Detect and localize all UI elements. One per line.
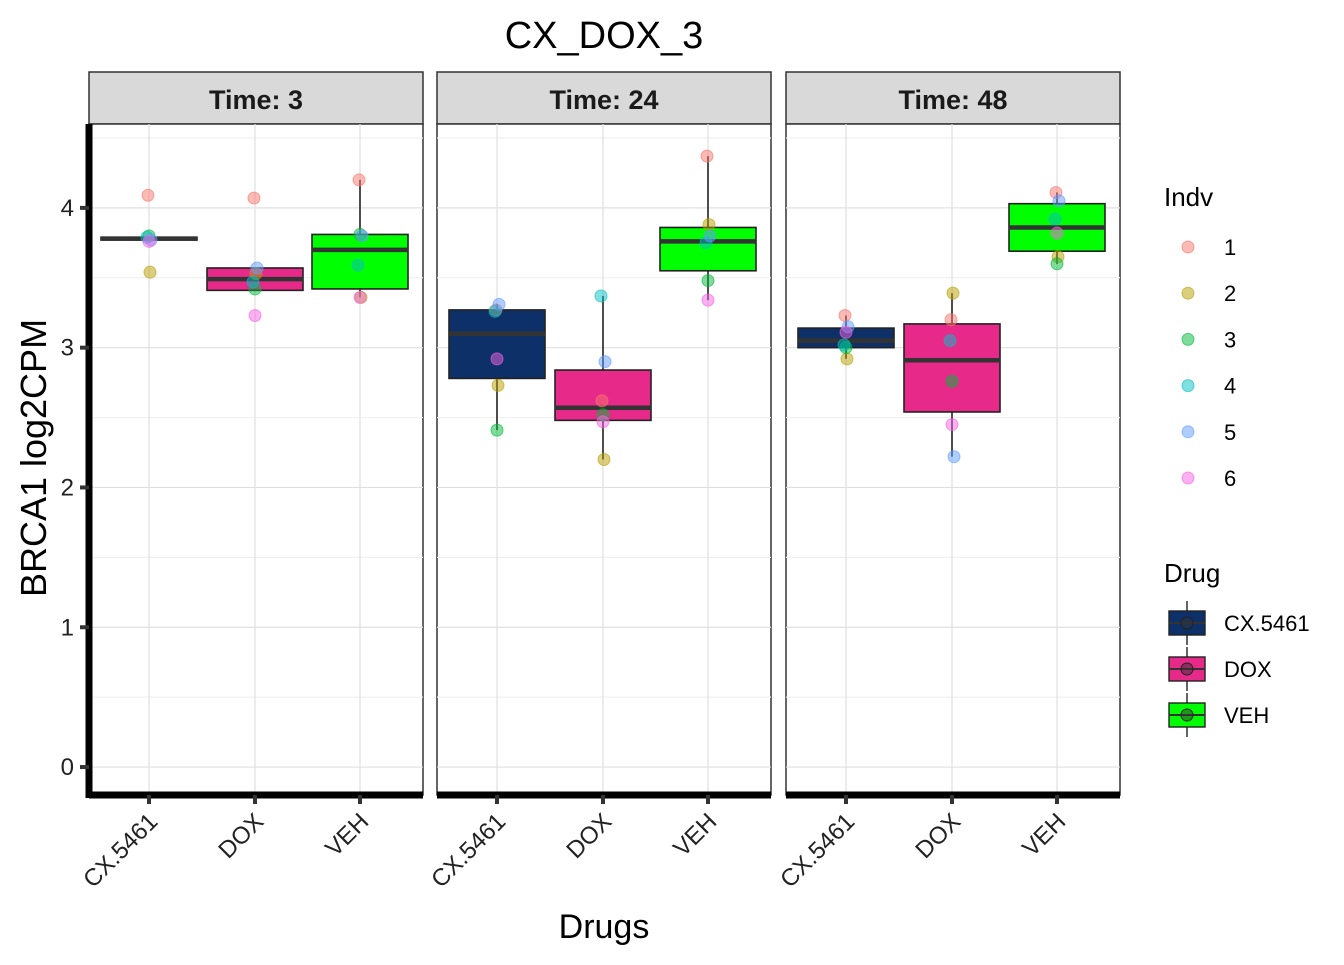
legend-key-indv: [1181, 471, 1195, 485]
legend-key-point: [1180, 662, 1194, 676]
facet-strip: [88, 71, 424, 125]
legend-label-indv: 5: [1224, 420, 1236, 445]
data-point: [594, 289, 608, 303]
legend-key-indv: [1181, 286, 1195, 300]
data-point: [946, 286, 960, 300]
data-point: [247, 191, 261, 205]
x-tick-label: VEH: [1017, 808, 1071, 862]
data-point: [351, 258, 365, 272]
legend-key-drug: [1168, 693, 1206, 737]
data-point: [944, 313, 958, 327]
data-point: [352, 173, 366, 187]
y-tick-label: 1: [61, 614, 74, 641]
data-points: [488, 149, 717, 466]
box-body: [448, 309, 546, 380]
x-tick-label: VEH: [320, 808, 374, 862]
data-point: [702, 218, 716, 232]
legend-label-indv: 6: [1224, 466, 1236, 491]
legend-key-indv: [1181, 240, 1195, 254]
data-point: [490, 352, 504, 366]
legend-title-indv: Indv: [1164, 182, 1213, 212]
data-point: [492, 297, 506, 311]
facet-strip: [436, 71, 772, 125]
x-tick-label: CX.5461: [775, 808, 860, 893]
data-point: [595, 394, 609, 408]
data-point: [353, 290, 367, 304]
data-point: [839, 325, 853, 339]
data-points: [140, 173, 369, 323]
data-point: [1050, 226, 1064, 240]
x-tick-label: CX.5461: [78, 808, 163, 893]
data-point: [945, 418, 959, 432]
data-point: [943, 334, 957, 348]
data-point: [1052, 194, 1066, 208]
y-axis: 0 1 2 3 4: [61, 124, 93, 798]
data-point: [947, 450, 961, 464]
box-cx5461: [448, 304, 546, 431]
data-point: [491, 378, 505, 392]
data-point: [355, 229, 369, 243]
legend-label-indv: 2: [1224, 281, 1236, 306]
data-point: [700, 149, 714, 163]
data-point: [246, 275, 260, 289]
facet-panel: Time: 24 CX.5461 DOX VEH: [426, 71, 772, 893]
legend-key-indv: [1181, 332, 1195, 346]
legend-title-drug: Drug: [1164, 558, 1220, 588]
chart-title: CX_DOX_3: [505, 15, 704, 57]
facet-strip-label: Time: 3: [209, 85, 303, 115]
x-tick-label: DOX: [561, 808, 617, 864]
legend-key-point: [1180, 616, 1194, 630]
data-point: [142, 234, 156, 248]
legend-key-drug: [1168, 601, 1206, 645]
data-point: [248, 309, 262, 323]
x-tick-label: DOX: [910, 808, 966, 864]
y-axis-label: BRCA1 log2CPM: [13, 319, 54, 597]
legend-key-drug: [1168, 647, 1206, 691]
x-axis-label: Drugs: [559, 908, 650, 946]
x-tick-label: VEH: [668, 808, 722, 862]
y-tick-label: 3: [61, 335, 74, 362]
legend-label-drug: CX.5461: [1224, 611, 1310, 636]
legend-label-drug: VEH: [1224, 703, 1269, 728]
facet-panel: Time: 48 CX.5461 DOX VEH: [775, 71, 1121, 893]
data-point: [598, 355, 612, 369]
legend-key-indv: [1181, 379, 1195, 393]
data-point: [143, 265, 157, 279]
legend-key-point: [1180, 708, 1194, 722]
x-tick-label: DOX: [213, 808, 269, 864]
data-point: [838, 309, 852, 323]
facet-panels: Time: 3 CX.5461 DOX VEH Time: 24 CX.5461 DOX VE…: [78, 71, 1121, 893]
data-point: [840, 352, 854, 366]
facet-strip-label: Time: 24: [549, 85, 658, 115]
data-point: [1050, 257, 1064, 271]
data-point: [1048, 212, 1062, 226]
data-point: [701, 293, 715, 307]
panel-background: [88, 123, 424, 796]
legend-label-drug: DOX: [1224, 657, 1272, 682]
legend-label-indv: 3: [1224, 327, 1236, 352]
data-points: [837, 185, 1066, 464]
data-point: [597, 453, 611, 466]
data-point: [701, 274, 715, 288]
data-point: [250, 261, 264, 275]
data-point: [945, 374, 959, 388]
y-tick-label: 2: [61, 474, 74, 501]
data-point: [596, 415, 610, 429]
legend-label-indv: 4: [1224, 374, 1236, 399]
x-tick-label: CX.5461: [426, 808, 511, 893]
data-point: [141, 188, 155, 202]
legend-key-indv: [1181, 425, 1195, 439]
data-point: [837, 338, 851, 352]
facet-strip-label: Time: 48: [898, 85, 1007, 115]
legend-label-indv: 1: [1224, 235, 1236, 260]
data-point: [703, 229, 717, 243]
facet-panel: Time: 3 CX.5461 DOX VEH: [78, 71, 424, 893]
y-tick-label: 4: [61, 195, 74, 222]
y-tick-label: 0: [61, 754, 74, 781]
data-point: [490, 423, 504, 437]
